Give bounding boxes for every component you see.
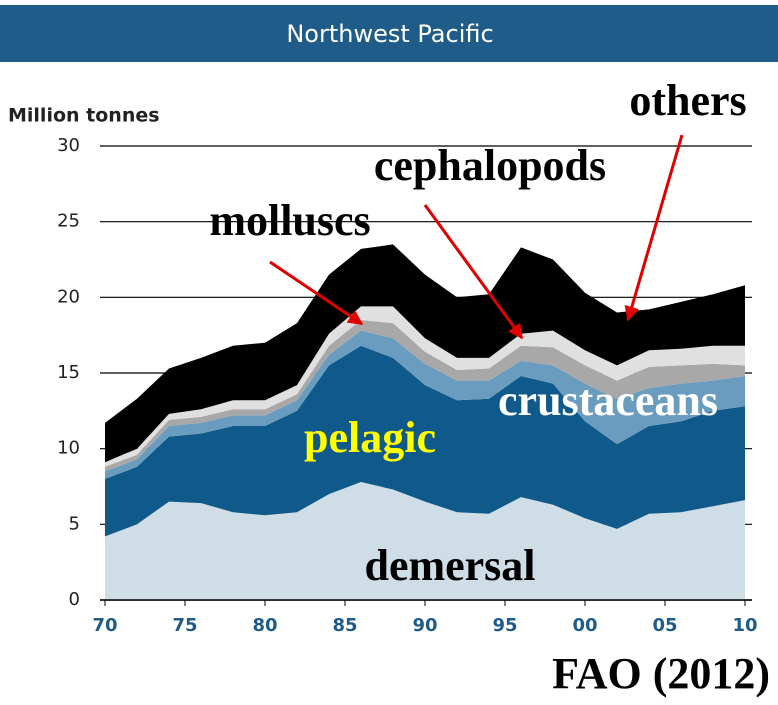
series-label: demersal xyxy=(364,541,535,590)
x-tick-label: 05 xyxy=(652,615,677,636)
y-tick-label: 5 xyxy=(69,513,80,534)
x-tick-label: 10 xyxy=(732,615,757,636)
series-label: others xyxy=(629,76,746,125)
x-tick-label: 00 xyxy=(572,615,597,636)
y-tick-label: 15 xyxy=(57,362,80,383)
x-tick-label: 70 xyxy=(92,615,117,636)
x-tick-label: 85 xyxy=(332,615,357,636)
series-label: crustaceans xyxy=(498,376,718,425)
x-tick-label: 90 xyxy=(412,615,437,636)
x-tick-label: 95 xyxy=(492,615,517,636)
series-labels: demersal pelagic crustaceans cephalopodsmol… xyxy=(209,76,746,590)
area xyxy=(105,320,745,472)
source: FAO (2012) xyxy=(552,649,770,698)
arrow xyxy=(624,134,684,322)
y-axis-label: Million tonnes xyxy=(8,105,160,127)
area xyxy=(105,330,745,479)
header-bar xyxy=(0,5,778,62)
arrow xyxy=(269,260,364,326)
area xyxy=(105,244,745,463)
arrows xyxy=(269,134,684,340)
y-tick-label: 25 xyxy=(57,211,80,232)
chart-title: Northwest Pacific xyxy=(286,20,493,48)
y-tick-label: 0 xyxy=(69,589,80,610)
x-tick-label: 75 xyxy=(172,615,197,636)
y-tick-label: 20 xyxy=(57,286,80,307)
y-tick-label: 30 xyxy=(57,135,80,156)
arrow xyxy=(423,204,524,340)
area xyxy=(105,345,745,537)
series-label: cephalopods xyxy=(374,141,606,190)
areas xyxy=(105,244,745,600)
area xyxy=(105,482,745,600)
series-label: molluscs xyxy=(209,196,370,245)
series-label: pelagic xyxy=(304,413,436,462)
y-tick-label: 10 xyxy=(57,438,80,459)
area xyxy=(105,306,745,467)
x-tick-label: 80 xyxy=(252,615,277,636)
